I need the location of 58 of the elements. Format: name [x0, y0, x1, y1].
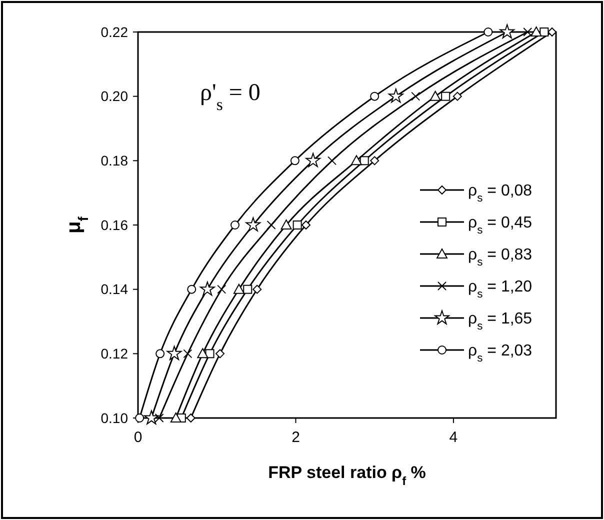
x-tick-label: 4 — [449, 429, 458, 446]
x-tick-label: 0 — [134, 429, 142, 446]
point — [306, 152, 321, 168]
point — [350, 155, 362, 166]
point — [388, 88, 404, 103]
x-axis-title: FRP steel ratio ρ$_{f}$ % — [268, 463, 426, 488]
y-tick-label: 0.12 — [100, 346, 128, 362]
point — [370, 92, 380, 101]
point — [370, 156, 380, 166]
point — [540, 28, 549, 36]
legend-label: ρ$_{s}$ = 1,20 — [468, 278, 532, 301]
point — [166, 346, 182, 360]
legend-label: ρ$_{s}$ = 0,45 — [468, 214, 532, 237]
point — [328, 156, 337, 166]
y-tick-label: 0.14 — [100, 281, 128, 298]
y-tick-label: 0.16 — [100, 216, 128, 233]
y-tick-label: 0.22 — [100, 24, 128, 40]
legend-label: ρ$_{s}$ = 1,65 — [468, 310, 532, 333]
point — [430, 90, 441, 101]
point — [217, 284, 226, 294]
point — [186, 414, 196, 422]
point — [500, 24, 515, 38]
y-tick-label: 0.10 — [100, 410, 128, 426]
point — [280, 220, 292, 230]
point — [205, 349, 214, 358]
legend-label: ρ$_{s}$ = 0,08 — [468, 182, 532, 205]
point — [523, 28, 532, 36]
point — [154, 414, 164, 422]
point — [246, 217, 261, 232]
point — [452, 92, 462, 101]
point — [484, 28, 493, 36]
legend-label: ρ$_{s}$ = 0,83 — [468, 246, 532, 269]
point — [197, 348, 208, 358]
point — [187, 284, 196, 294]
point — [156, 349, 165, 358]
point — [441, 92, 450, 101]
point — [292, 220, 302, 230]
point — [243, 284, 252, 294]
x-tick-label: 2 — [292, 429, 300, 446]
point — [233, 284, 244, 294]
point — [144, 410, 159, 424]
point — [230, 220, 240, 230]
point — [360, 156, 369, 166]
point — [290, 156, 300, 166]
y-tick-label: 0.18 — [100, 152, 128, 169]
point — [411, 92, 420, 101]
point — [530, 26, 542, 36]
point — [170, 412, 182, 422]
annotation: ρ'$_{s}$ = 0 — [200, 80, 260, 114]
y-tick-label: 0.20 — [100, 88, 128, 104]
point — [216, 349, 225, 358]
point — [266, 220, 276, 230]
point — [252, 284, 262, 294]
point — [183, 349, 192, 358]
point — [200, 282, 215, 296]
legend-label: ρ$_{s}$ = 2,03 — [468, 342, 532, 365]
point — [301, 220, 310, 230]
point — [548, 28, 557, 36]
